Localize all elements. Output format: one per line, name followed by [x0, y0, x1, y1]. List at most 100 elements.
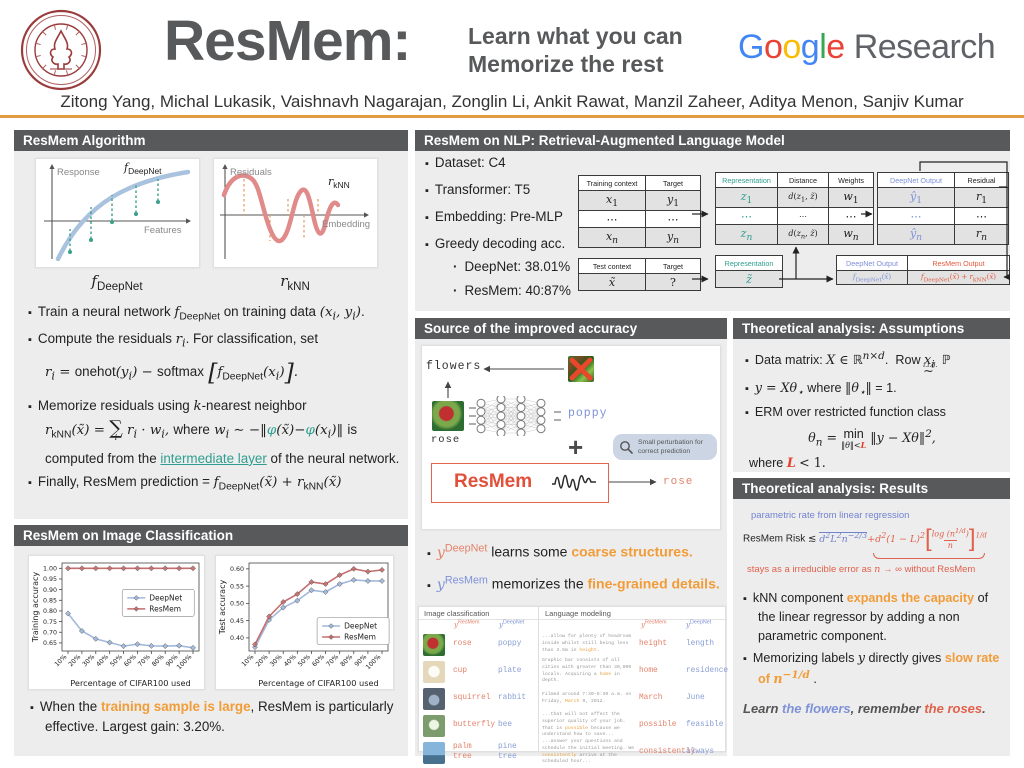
curve-label-knn: rkNN [328, 175, 350, 191]
section-title: Theoretical analysis: Assumptions [733, 318, 1010, 339]
deepnet-prediction: residence [686, 666, 729, 675]
language-example-row: ...that will not affect the superior qua… [542, 712, 724, 739]
algorithm-bullet: Memorize residuals using k-nearest neigh… [28, 396, 400, 417]
context-snippet: ...answer your questions and schedule th… [542, 739, 635, 765]
svg-text:40%: 40% [283, 653, 298, 668]
svg-text:0.45: 0.45 [230, 618, 244, 625]
results-body: parametric rate from linear regression R… [743, 510, 1002, 716]
svg-text:50%: 50% [109, 653, 124, 668]
nlp-bullet-transformer: Transformer: T5 [425, 182, 530, 197]
figure-caption-deepnet: fDeepNet [91, 272, 143, 293]
svg-text:Training accuracy: Training accuracy [31, 572, 40, 643]
neural-network-icon [469, 396, 561, 436]
svg-text:Features: Features [144, 225, 182, 236]
svg-text:Embedding: Embedding [322, 219, 370, 230]
deepnet-figure: Response Features fDeepNet [35, 158, 200, 268]
panel-nlp: ResMem on NLP: Retrieval-Augmented Langu… [415, 130, 1010, 311]
nlp-table-train: Training context Target x1 y1 ⋯ ⋯ xn yn [578, 175, 701, 249]
figure-caption-knn: rkNN [280, 272, 310, 293]
svg-text:0.80: 0.80 [43, 608, 57, 615]
assumption-linear-model: y = Xθ⋆ where ‖θ⋆‖ = 1. [745, 378, 999, 401]
where-clause: where L < 1. [749, 454, 826, 470]
svg-text:0.50: 0.50 [230, 601, 244, 608]
language-example-row: ...answer your questions and schedule th… [542, 739, 724, 766]
nlp-body: Dataset: C4 Transformer: T5 Embedding: P… [415, 130, 1010, 311]
tagline: Learn what you can Memorize the rest [468, 22, 683, 78]
deepnet-prediction: feasible [686, 720, 724, 729]
svg-text:30%: 30% [269, 653, 284, 668]
butterfly-thumbnail-icon [423, 714, 445, 737]
svg-text:ResMem: ResMem [344, 633, 376, 642]
nlp-table-out: DeepNet Output Residual ŷ1 r1 ⋯ ⋯ ŷn rn [877, 172, 1009, 246]
svg-text:0.65: 0.65 [43, 640, 57, 647]
svg-text:70%: 70% [325, 653, 340, 668]
svg-text:100%: 100% [365, 653, 383, 671]
nlp-bullet-dataset: Dataset: C4 [425, 155, 506, 170]
algorithm-formula: computed from the intermediate layer of … [45, 450, 400, 466]
blue-annotation: parametric rate from linear regression [751, 510, 910, 521]
google-letter: o [763, 28, 783, 66]
orange-divider [0, 115, 1024, 118]
tagline-line2: Memorize the rest [468, 51, 664, 78]
panel-assumptions: Theoretical analysis: Assumptions Data m… [733, 318, 1010, 472]
knn-figure: Residuals Embedding rkNN [213, 158, 378, 268]
section-title: ResMem on NLP: Retrieval-Augmented Langu… [415, 130, 1010, 151]
risk-formula: ResMem Risk ≲ d2L2n−2/3+d2(1 − L)2[log (… [743, 525, 987, 559]
resmem-prediction: butterfly [453, 720, 496, 729]
resmem-prediction: cup [453, 666, 468, 675]
svg-text:80%: 80% [151, 653, 166, 668]
google-letter: G [738, 28, 764, 66]
svg-text:70%: 70% [137, 653, 152, 668]
source-bullet-resmem: yResMem memorizes the fine-grained detai… [427, 574, 730, 593]
image-example-row: palm tree pine tree [423, 739, 538, 766]
svg-text:0.95: 0.95 [43, 576, 57, 583]
context-snippet: ...that will not affect the superior qua… [542, 712, 626, 738]
red-annotation: stays as a irreducible error as n → ∞ wi… [747, 564, 976, 575]
squirrel-thumbnail-icon [423, 687, 445, 710]
resmem-prediction: consistently [639, 747, 696, 756]
col-header-resmem: yResMem [454, 620, 480, 630]
assumption-erm: ERM over restricted function class [745, 403, 999, 423]
language-example-row: ...allow for plenty of headroom inside w… [542, 631, 724, 658]
svg-text:50%: 50% [297, 653, 312, 668]
panel-source-accuracy: Source of the improved accuracy flowers … [415, 318, 730, 764]
google-letter: o [782, 28, 801, 66]
deepnet-prediction: poppy [498, 639, 522, 648]
image-example-row: butterfly bee [423, 712, 538, 739]
svg-text:0.40: 0.40 [230, 635, 244, 642]
examples-lang-title: Language modeling [545, 609, 611, 618]
resmem-prediction: home [639, 666, 658, 675]
deepnet-prediction: rabbit [498, 693, 527, 702]
frac-denominator: n [943, 539, 957, 551]
col-header-resmem-lang: yResMem [641, 620, 667, 630]
svg-text:80%: 80% [339, 653, 354, 668]
risk-prefix: ResMem Risk [743, 533, 806, 545]
page-title: ResMem: [164, 9, 411, 73]
nlp-table-pred: DeepNet Output ResMem Output fDeepNet(x̃) f… [836, 255, 1010, 286]
algorithm-bullet: Train a neural network fDeepNet on train… [28, 302, 400, 326]
language-example-row: Graphic bar consists of all cities with … [542, 658, 728, 685]
lesssim-symbol: ≲ [808, 533, 817, 545]
svg-text:Response: Response [57, 167, 100, 178]
svg-text:Percentage of CIFAR100 used: Percentage of CIFAR100 used [70, 678, 190, 688]
test-accuracy-chart: 0.40 0.45 0.50 0.55 0.60 10% 20% 30% 40% 50% 60% 70… [215, 555, 394, 690]
context-snippet: ...allow for plenty of headroom inside w… [542, 634, 632, 653]
rose-thumbnail-icon [423, 633, 445, 656]
svg-text:20%: 20% [255, 653, 270, 668]
language-example-rows: ...allow for plenty of headroom inside w… [542, 631, 728, 766]
nlp-sub-resmem-acc: ResMem: 40:87% [453, 283, 570, 298]
rose-label: rose [431, 434, 461, 446]
svg-text:DeepNet: DeepNet [149, 594, 182, 603]
results-bullet-knn: kNN component expands the capacity of th… [743, 589, 1002, 646]
nlp-bullet-embedding: Embedding: Pre-MLP [425, 209, 563, 224]
svg-text:0.55: 0.55 [230, 583, 244, 590]
deepnet-prediction: plate [498, 666, 522, 675]
outer-exponent: 1/d [975, 531, 987, 540]
col-header-deepnet: yDeepNet [499, 620, 525, 630]
google-letter: g [800, 28, 820, 66]
examples-table: Image classification Language modeling y… [418, 606, 728, 764]
deepnet-prediction: always [686, 747, 715, 756]
svg-text:1.00: 1.00 [43, 566, 57, 573]
svg-text:0.70: 0.70 [43, 629, 57, 636]
